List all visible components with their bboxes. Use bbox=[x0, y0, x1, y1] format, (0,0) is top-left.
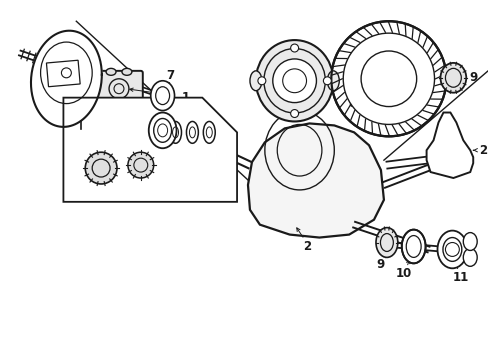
Bar bbox=[47, 60, 80, 87]
Text: 2: 2 bbox=[479, 144, 487, 157]
Text: 3: 3 bbox=[41, 105, 49, 118]
Ellipse shape bbox=[151, 81, 174, 111]
Ellipse shape bbox=[106, 68, 116, 75]
FancyBboxPatch shape bbox=[95, 71, 143, 107]
Ellipse shape bbox=[250, 71, 262, 91]
Polygon shape bbox=[31, 31, 102, 127]
Text: 6: 6 bbox=[167, 144, 175, 157]
Circle shape bbox=[128, 152, 154, 178]
Circle shape bbox=[291, 44, 298, 52]
Text: 9: 9 bbox=[469, 71, 477, 84]
Circle shape bbox=[361, 51, 416, 107]
Text: 9: 9 bbox=[377, 258, 385, 271]
Circle shape bbox=[273, 59, 317, 103]
Ellipse shape bbox=[402, 230, 426, 264]
Ellipse shape bbox=[170, 121, 181, 143]
Text: 2: 2 bbox=[303, 240, 312, 253]
Text: 4: 4 bbox=[332, 90, 341, 103]
Polygon shape bbox=[248, 123, 384, 238]
Circle shape bbox=[323, 77, 331, 85]
Ellipse shape bbox=[464, 233, 477, 251]
Ellipse shape bbox=[106, 102, 116, 109]
Polygon shape bbox=[63, 98, 237, 202]
Ellipse shape bbox=[376, 228, 398, 257]
Ellipse shape bbox=[464, 248, 477, 266]
Ellipse shape bbox=[149, 113, 176, 148]
Text: 1: 1 bbox=[181, 91, 190, 104]
Ellipse shape bbox=[122, 102, 132, 109]
Ellipse shape bbox=[327, 71, 339, 91]
Polygon shape bbox=[427, 113, 473, 178]
Circle shape bbox=[85, 152, 117, 184]
Ellipse shape bbox=[441, 63, 466, 93]
Ellipse shape bbox=[187, 121, 198, 143]
Text: 7: 7 bbox=[167, 69, 174, 82]
Ellipse shape bbox=[256, 40, 333, 121]
Ellipse shape bbox=[203, 121, 215, 143]
Text: 10: 10 bbox=[395, 267, 412, 280]
Text: 8: 8 bbox=[348, 97, 356, 110]
Ellipse shape bbox=[122, 68, 132, 75]
Circle shape bbox=[258, 77, 266, 85]
Ellipse shape bbox=[438, 231, 467, 268]
Circle shape bbox=[331, 21, 446, 136]
Circle shape bbox=[61, 68, 72, 78]
Circle shape bbox=[343, 33, 435, 125]
Circle shape bbox=[291, 109, 298, 117]
Text: 11: 11 bbox=[452, 271, 468, 284]
Text: 5: 5 bbox=[224, 180, 232, 193]
